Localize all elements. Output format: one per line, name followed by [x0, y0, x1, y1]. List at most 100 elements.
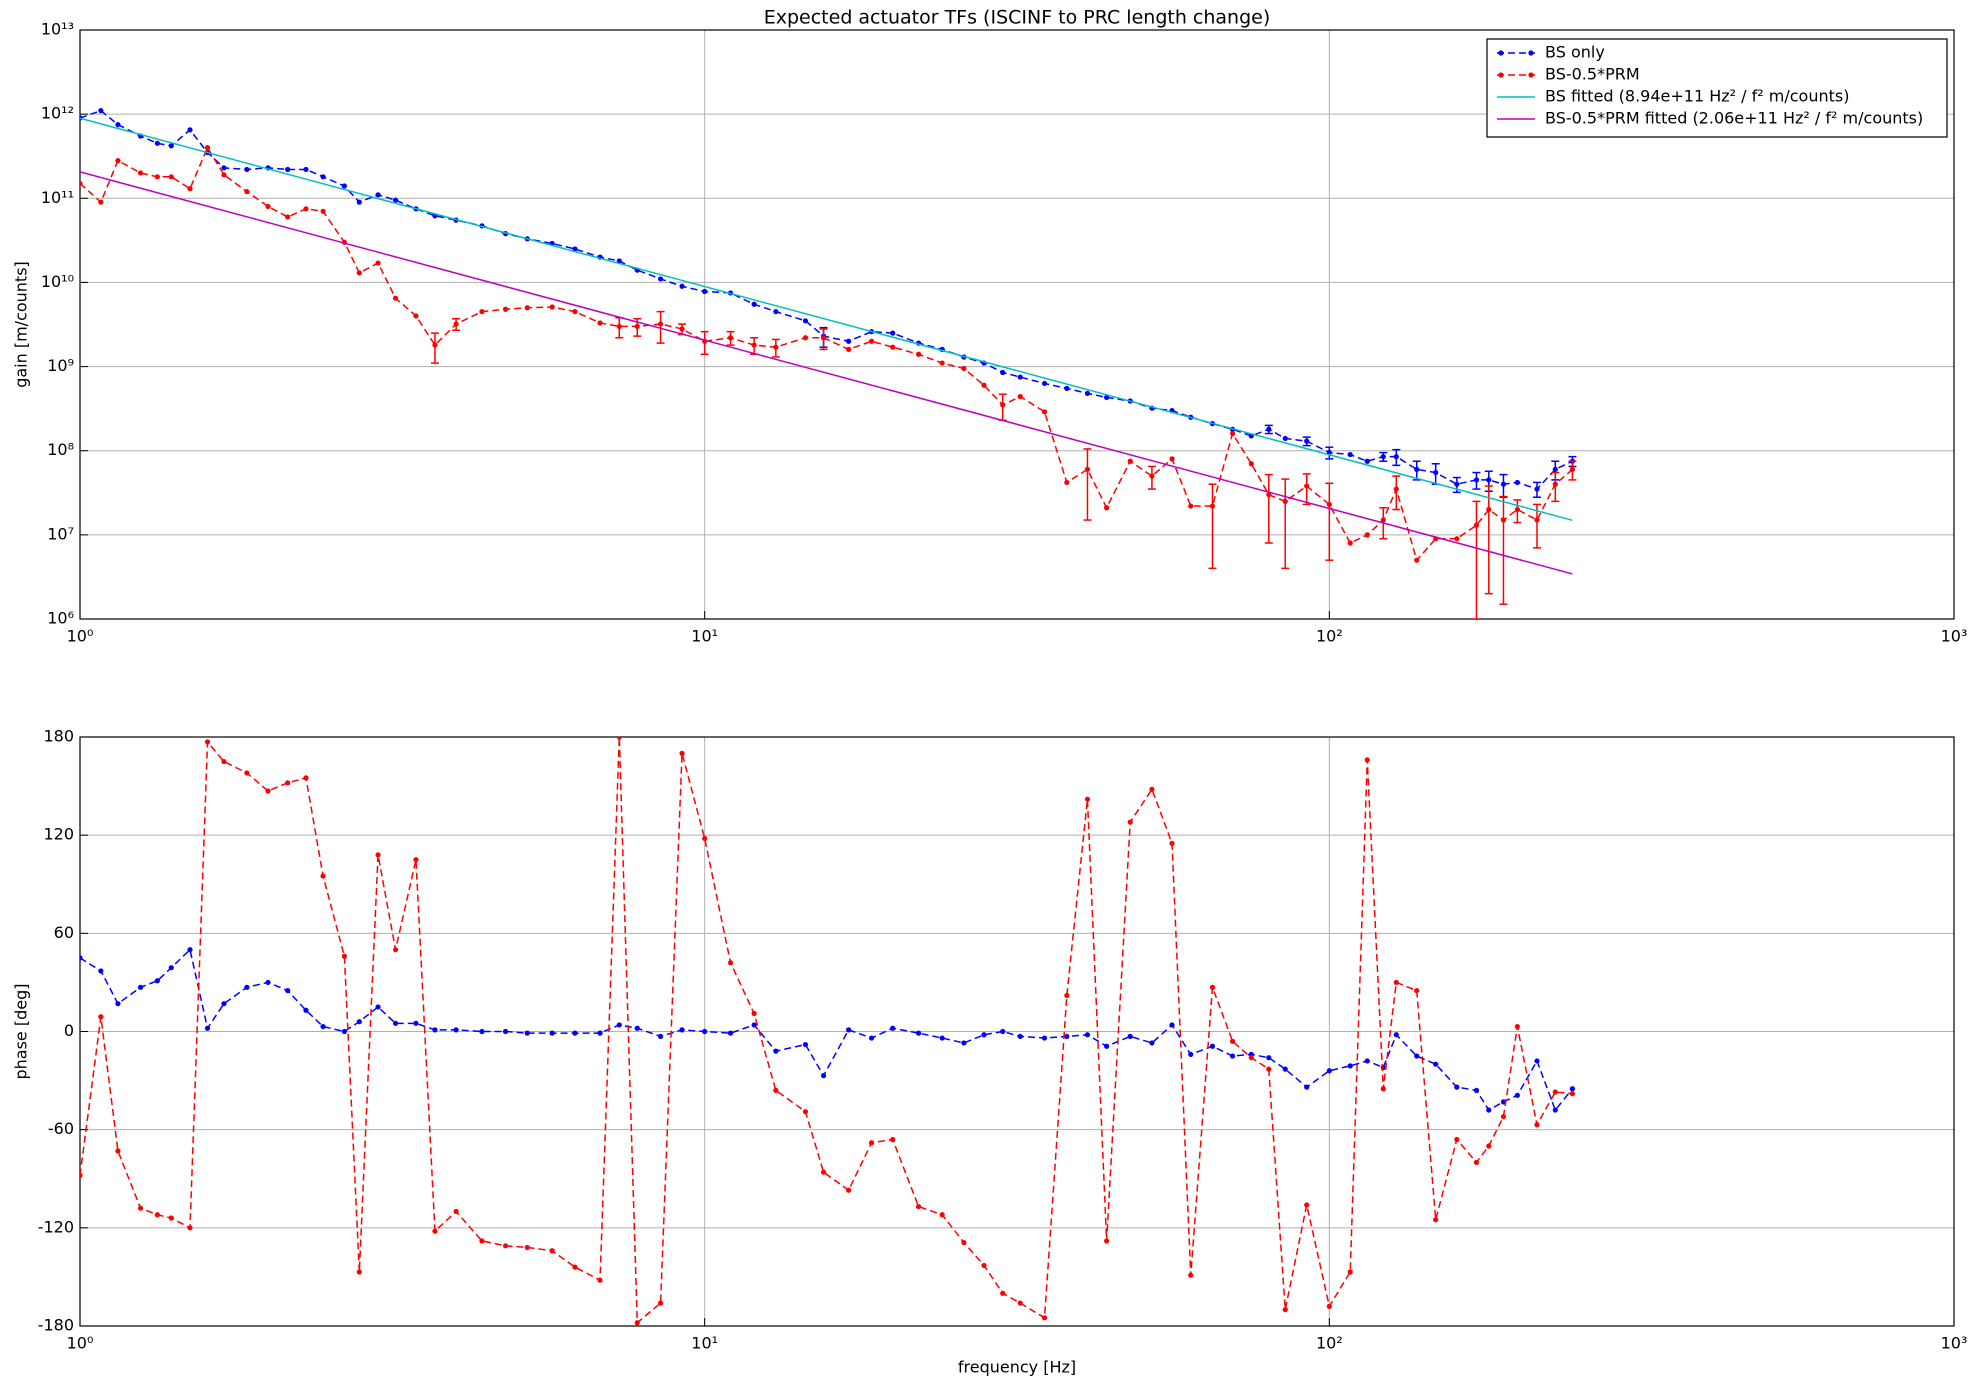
x-tick-label: 10⁰	[67, 1334, 94, 1353]
y-tick-label: 60	[54, 923, 74, 942]
point	[802, 335, 809, 341]
point	[1229, 1038, 1236, 1044]
x-tick-label: 10⁰	[67, 627, 94, 646]
point	[802, 1041, 809, 1048]
point	[502, 1243, 509, 1249]
point	[187, 127, 193, 133]
point	[98, 1014, 104, 1020]
point	[303, 166, 309, 173]
point	[1282, 1307, 1288, 1313]
point	[572, 246, 578, 252]
chart-title: Expected actuator TFs (ISCINF to PRC len…	[764, 7, 1271, 29]
point	[453, 1027, 459, 1033]
x-tick-label: 10³	[1941, 1334, 1968, 1353]
point	[375, 852, 381, 858]
y-tick-label: -120	[38, 1217, 74, 1236]
point	[1084, 796, 1091, 802]
point	[1304, 1084, 1310, 1090]
point	[820, 1073, 827, 1079]
point	[244, 984, 250, 990]
point	[115, 1001, 121, 1007]
point	[137, 1205, 144, 1211]
point	[1127, 1033, 1133, 1040]
point	[773, 309, 779, 315]
point	[702, 835, 708, 842]
point	[961, 365, 967, 372]
point	[1552, 466, 1558, 472]
point	[1414, 466, 1420, 472]
point	[890, 1136, 896, 1143]
point	[204, 145, 211, 151]
point	[1188, 1051, 1194, 1058]
point	[597, 1030, 603, 1036]
point	[413, 857, 419, 863]
point	[1266, 1066, 1272, 1072]
point	[98, 108, 104, 114]
point	[981, 382, 987, 388]
point	[1569, 466, 1576, 472]
plot-frame	[79, 736, 1955, 1327]
point	[137, 170, 144, 176]
point	[320, 174, 326, 180]
point	[1347, 540, 1353, 546]
point	[154, 978, 160, 984]
point	[981, 1262, 987, 1269]
point	[115, 122, 121, 128]
point	[634, 1025, 640, 1031]
point	[549, 1248, 555, 1254]
point	[1000, 1028, 1006, 1035]
point	[846, 346, 852, 352]
point	[702, 288, 708, 295]
point	[1454, 1136, 1460, 1143]
y-tick-label: -180	[38, 1316, 74, 1335]
point	[1380, 454, 1386, 460]
point	[751, 342, 757, 348]
point	[1500, 481, 1507, 487]
point	[890, 330, 896, 336]
point	[1017, 374, 1023, 380]
point	[1514, 1023, 1520, 1030]
point	[356, 199, 362, 205]
point	[341, 1028, 347, 1035]
point	[1127, 819, 1133, 825]
point	[265, 788, 271, 794]
point	[1064, 385, 1070, 392]
point	[1209, 1043, 1216, 1049]
point	[80, 1172, 83, 1179]
point	[1041, 409, 1048, 415]
point	[453, 321, 459, 327]
point	[1041, 380, 1048, 387]
plot-area	[80, 737, 1576, 1326]
point	[1414, 987, 1420, 994]
point	[702, 1028, 708, 1035]
point	[244, 770, 250, 776]
point	[1486, 506, 1492, 513]
point	[285, 166, 291, 173]
point	[265, 203, 271, 210]
point	[524, 305, 530, 311]
point	[1433, 1217, 1439, 1223]
point	[168, 174, 174, 180]
point	[634, 323, 640, 330]
point	[1248, 1055, 1254, 1061]
point	[115, 1148, 121, 1154]
point	[356, 1019, 362, 1025]
point	[1282, 1066, 1288, 1072]
point	[1017, 1300, 1023, 1306]
point	[1569, 1091, 1576, 1097]
point	[154, 1212, 160, 1218]
point	[204, 739, 211, 745]
point	[1149, 1040, 1155, 1046]
point	[1364, 1058, 1370, 1064]
point	[524, 1030, 530, 1036]
point	[679, 1027, 685, 1033]
point	[616, 1022, 622, 1028]
point	[1104, 1238, 1110, 1244]
y-tick-label: 10⁹	[47, 356, 74, 375]
point	[1326, 501, 1332, 508]
point	[1248, 461, 1254, 467]
point	[320, 1023, 326, 1030]
point	[1380, 517, 1386, 523]
point	[413, 1020, 419, 1026]
y-tick-label: 10¹⁰	[41, 272, 74, 291]
